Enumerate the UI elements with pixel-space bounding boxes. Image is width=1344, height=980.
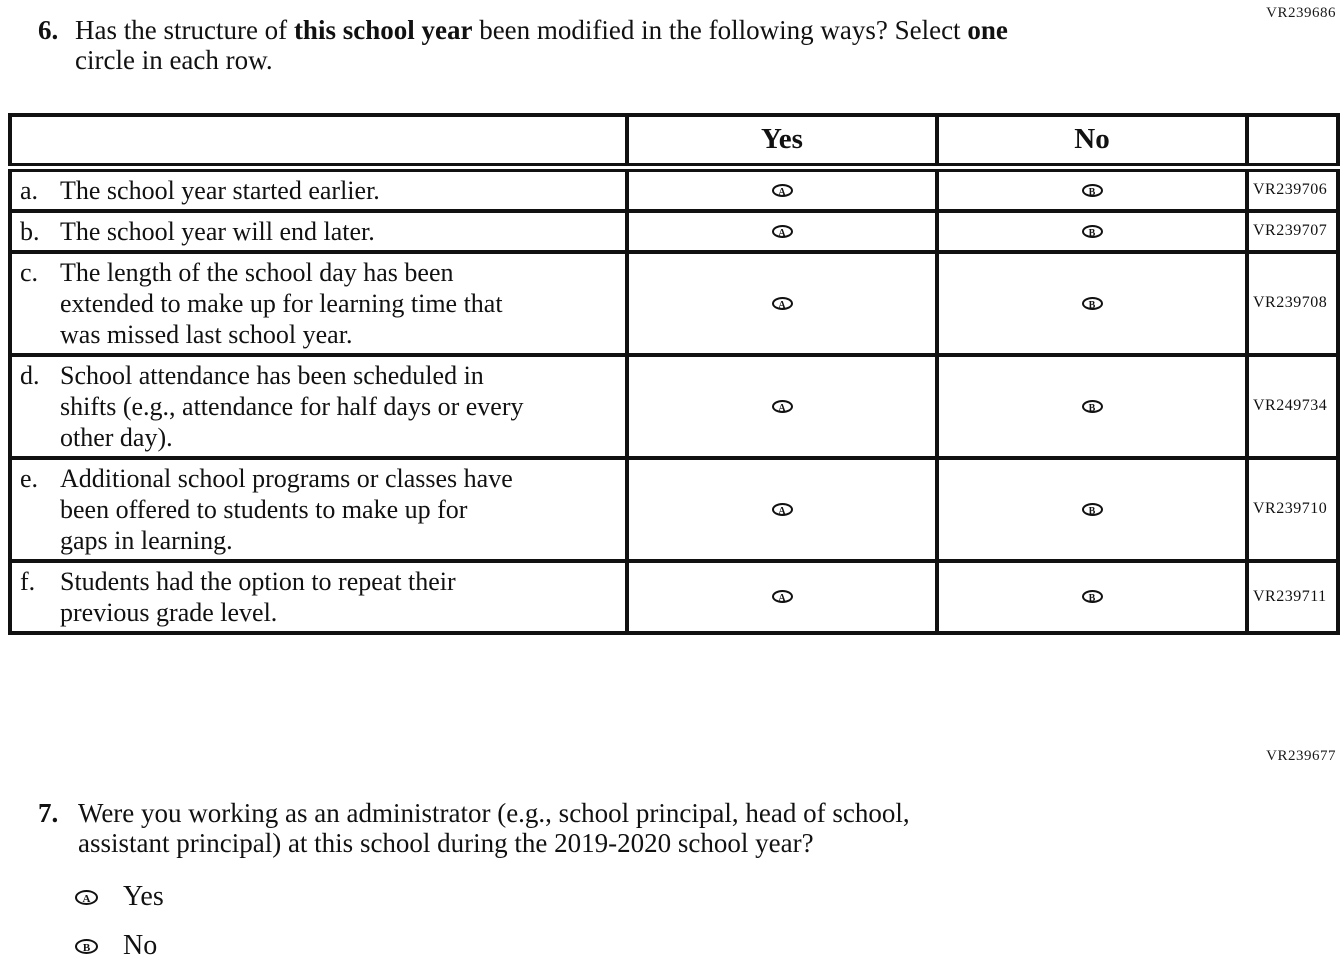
question-7-line: Were you working as an administrator (e.… bbox=[78, 798, 910, 828]
question-6-text: Has the structure of this school year be… bbox=[75, 15, 1008, 75]
row-statement-text: The school year will end later. bbox=[60, 216, 375, 247]
no-answer-cell: B bbox=[935, 455, 1249, 563]
no-answer-cell: B bbox=[935, 249, 1249, 357]
no-answer-cell: B bbox=[935, 208, 1249, 254]
question-6-bold-text: one bbox=[967, 15, 1008, 45]
row-variable-code: VR239711 bbox=[1245, 558, 1340, 635]
row-statement-text: Additional school programs or classes ha… bbox=[60, 463, 513, 556]
header-statement bbox=[8, 113, 629, 172]
statement-line: gaps in learning. bbox=[60, 525, 233, 555]
row-statement-cell: b. The school year will end later. bbox=[8, 208, 629, 254]
yes-answer-cell: A bbox=[625, 249, 939, 357]
question-6-bold-text: this school year bbox=[293, 15, 473, 45]
row-letter: e. bbox=[20, 463, 39, 493]
row-statement-cell: a. The school year started earlier. bbox=[8, 165, 629, 213]
question-7: 7. Were you working as an administrator … bbox=[38, 798, 1158, 858]
yes-answer-cell: A bbox=[625, 208, 939, 254]
question-6-line2: circle in each row. bbox=[75, 45, 273, 75]
table-row: c. The length of the school day has been e… bbox=[8, 249, 1340, 357]
table-row: a. The school year started earlier. A B VR23… bbox=[8, 165, 1340, 213]
statement-line: been offered to students to make up for bbox=[60, 494, 468, 524]
question-7-line: assistant principal) at this school duri… bbox=[78, 828, 814, 858]
yes-bubble-row-e[interactable]: A bbox=[771, 502, 793, 517]
question-6-plain-text: been modified in the following ways? Sel… bbox=[472, 15, 968, 45]
yes-bubble-row-c[interactable]: A bbox=[771, 296, 793, 311]
row-letter: d. bbox=[20, 360, 40, 390]
question-6-number: 6. bbox=[38, 15, 59, 45]
option-label: Yes bbox=[123, 881, 164, 912]
row-letter: a. bbox=[20, 175, 39, 205]
yes-answer-cell: A bbox=[625, 558, 939, 635]
statement-line: The school year will end later. bbox=[60, 216, 375, 246]
statement-line: Students had the option to repeat their bbox=[60, 566, 456, 596]
row-letter: b. bbox=[20, 216, 40, 246]
header-code bbox=[1245, 113, 1340, 172]
option-yes: A Yes bbox=[75, 881, 164, 912]
question-7-options: A Yes B No bbox=[75, 881, 164, 980]
option-label: No bbox=[123, 930, 158, 961]
yes-answer-cell: A bbox=[625, 352, 939, 460]
no-bubble-row-f[interactable]: B bbox=[1081, 590, 1103, 604]
row-statement-text: The school year started earlier. bbox=[60, 175, 380, 206]
yes-answer-cell: A bbox=[625, 455, 939, 563]
row-statement-cell: f. Students had the option to repeat thei… bbox=[8, 558, 629, 635]
yes-bubble-row-a[interactable]: A bbox=[771, 183, 793, 198]
statement-line: School attendance has been scheduled in bbox=[60, 360, 484, 390]
statement-line: shifts (e.g., attendance for half days o… bbox=[60, 391, 524, 421]
no-answer-cell: B bbox=[935, 165, 1249, 213]
table-row: f. Students had the option to repeat thei… bbox=[8, 558, 1340, 635]
question-7-number: 7. bbox=[38, 798, 59, 828]
no-bubble-row-b[interactable]: B bbox=[1081, 224, 1103, 239]
row-statement-text: Students had the option to repeat their p… bbox=[60, 566, 456, 628]
no-bubble-row-d[interactable]: B bbox=[1081, 399, 1103, 414]
table-row: d. School attendance has been scheduled i… bbox=[8, 352, 1340, 460]
statement-line: The length of the school day has been bbox=[60, 257, 454, 287]
no-bubble-row-c[interactable]: B bbox=[1081, 296, 1103, 311]
row-variable-code: VR239707 bbox=[1245, 208, 1340, 254]
header-no: No bbox=[935, 113, 1249, 172]
variable-code-q6: VR239686 bbox=[1266, 5, 1336, 21]
no-answer-cell: B bbox=[935, 352, 1249, 460]
row-statement-text: The length of the school day has been ext… bbox=[60, 257, 503, 350]
statement-line: Additional school programs or classes ha… bbox=[60, 463, 513, 493]
row-variable-code: VR239708 bbox=[1245, 249, 1340, 357]
option-no: B No bbox=[75, 930, 164, 961]
yes-bubble-row-f[interactable]: A bbox=[771, 590, 793, 604]
q6-answer-table: Yes No a. The school year started earlier… bbox=[8, 113, 1340, 635]
question-7-text: Were you working as an administrator (e.… bbox=[78, 798, 910, 858]
table-row: b. The school year will end later. A B VR239… bbox=[8, 208, 1340, 254]
statement-line: previous grade level. bbox=[60, 597, 278, 627]
row-variable-code: VR239710 bbox=[1245, 455, 1340, 563]
row-statement-cell: e. Additional school programs or classes … bbox=[8, 455, 629, 563]
statement-line: extended to make up for learning time th… bbox=[60, 288, 503, 318]
question-6-line1: Has the structure of this school year be… bbox=[75, 15, 1008, 45]
yes-bubble-row-d[interactable]: A bbox=[771, 399, 793, 414]
no-answer-cell: B bbox=[935, 558, 1249, 635]
row-letter: c. bbox=[20, 257, 39, 287]
no-bubble-row-a[interactable]: B bbox=[1081, 183, 1103, 198]
yes-answer-cell: A bbox=[625, 165, 939, 213]
table-row: e. Additional school programs or classes … bbox=[8, 455, 1340, 563]
statement-line: The school year started earlier. bbox=[60, 175, 380, 205]
row-statement-text: School attendance has been scheduled in s… bbox=[60, 360, 523, 453]
row-variable-code: VR239706 bbox=[1245, 165, 1340, 213]
row-statement-cell: d. School attendance has been scheduled i… bbox=[8, 352, 629, 460]
table-header-row: Yes No bbox=[8, 113, 1340, 172]
question-6: 6. Has the structure of this school year… bbox=[38, 15, 1208, 75]
no-bubble-row-e[interactable]: B bbox=[1081, 502, 1103, 517]
option-bubble-no[interactable]: B bbox=[75, 938, 98, 954]
yes-bubble-row-b[interactable]: A bbox=[771, 224, 793, 239]
header-yes: Yes bbox=[625, 113, 939, 172]
option-bubble-yes[interactable]: A bbox=[75, 889, 98, 905]
statement-line: other day). bbox=[60, 422, 173, 452]
row-letter: f. bbox=[20, 566, 36, 596]
row-variable-code: VR249734 bbox=[1245, 352, 1340, 460]
variable-code-q7: VR239677 bbox=[1266, 748, 1336, 764]
row-statement-cell: c. The length of the school day has been e… bbox=[8, 249, 629, 357]
question-6-plain-text: Has the structure of bbox=[75, 15, 294, 45]
statement-line: was missed last school year. bbox=[60, 319, 353, 349]
